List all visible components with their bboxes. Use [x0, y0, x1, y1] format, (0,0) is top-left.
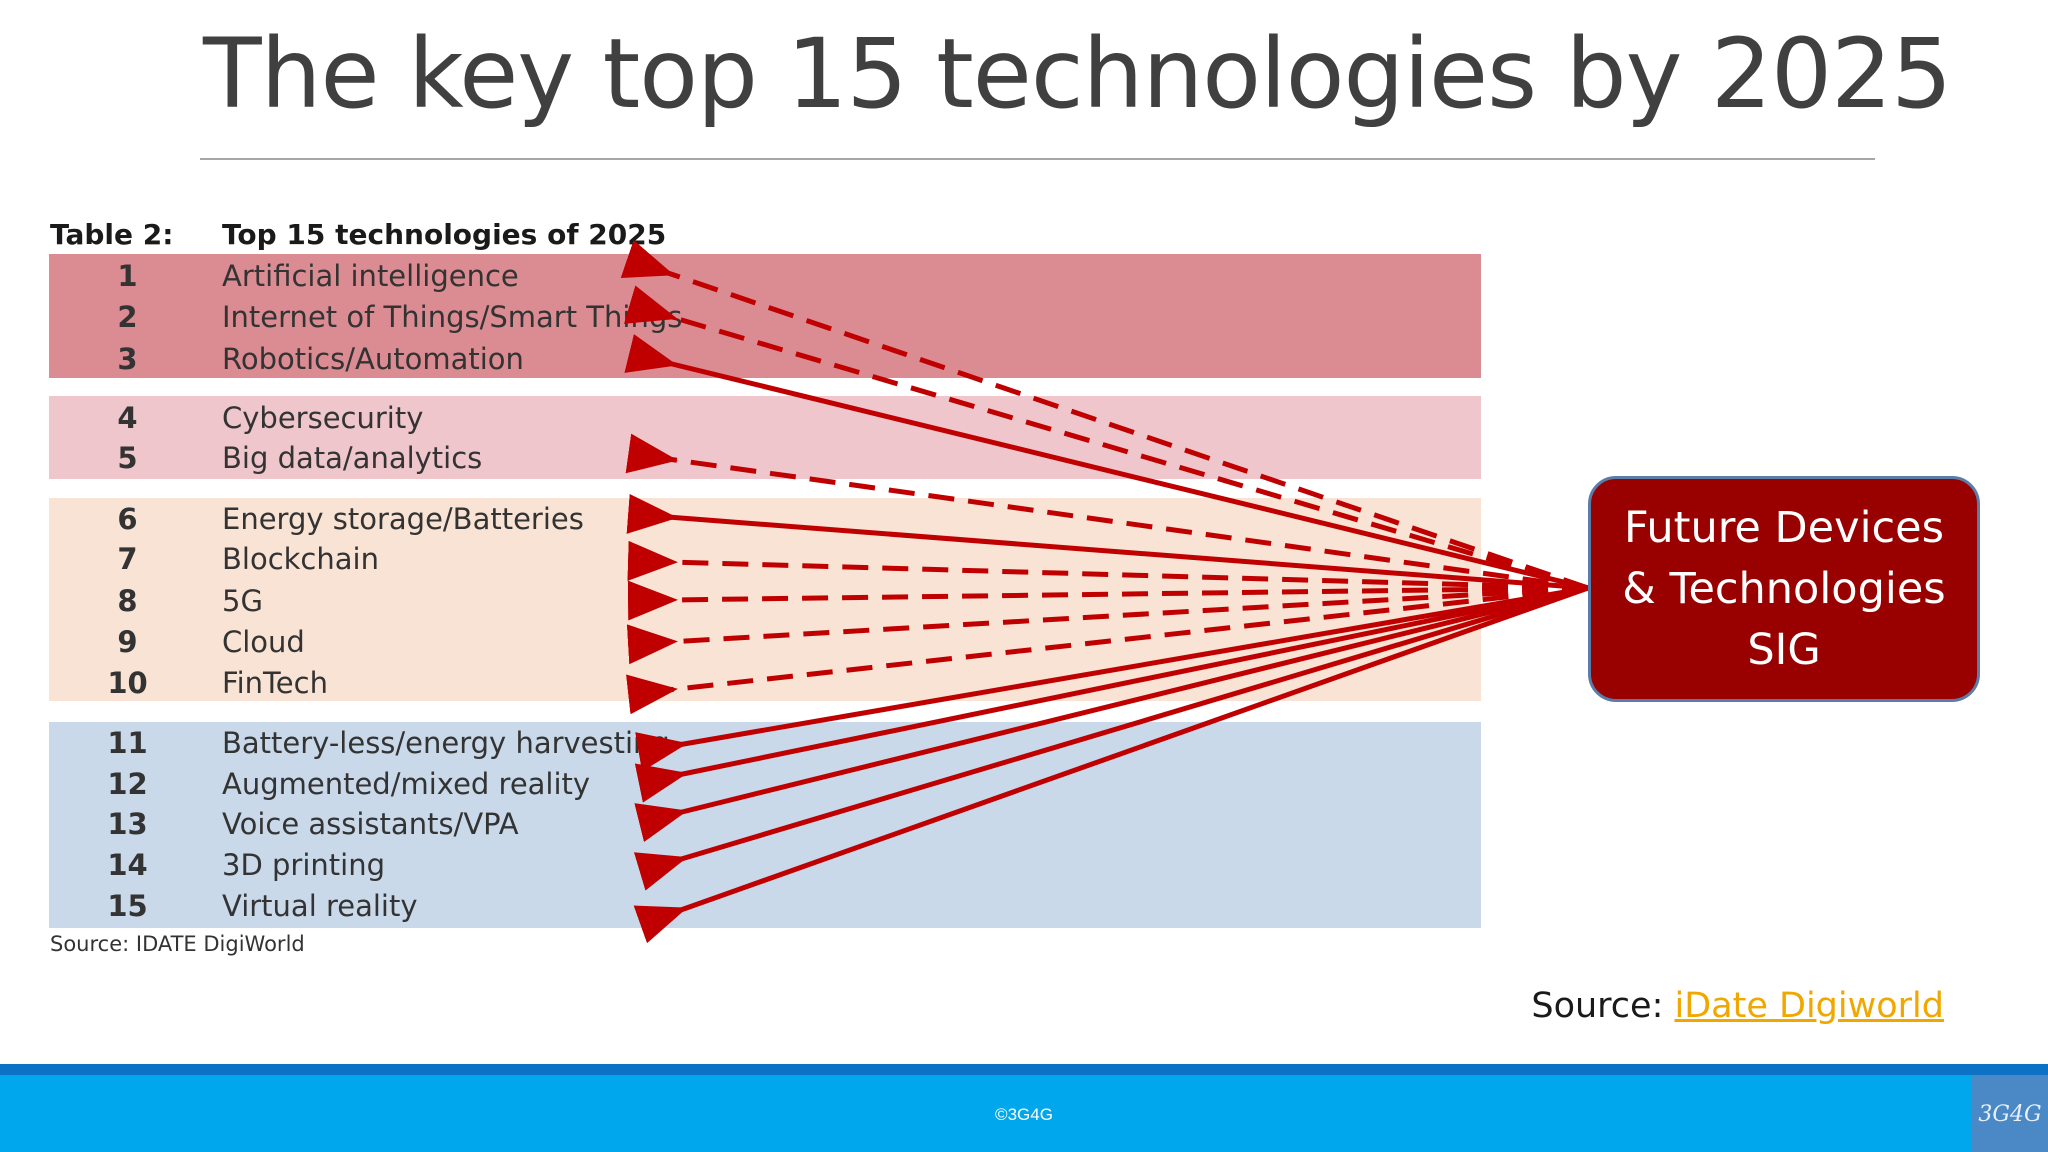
arrow-to-row-10: [626, 585, 1589, 715]
arrow-to-row-12: [634, 585, 1589, 803]
sig-line-2: & Technologies: [1622, 563, 1946, 614]
slide-source-label: Source:: [1531, 986, 1675, 1026]
table-heading: Top 15 technologies of 2025: [222, 218, 667, 251]
technology-2: Internet of Things/Smart Things: [222, 300, 683, 334]
table-band-4-5: [49, 396, 1481, 479]
rank-4: 4: [117, 401, 138, 435]
technology-4: Cybersecurity: [222, 401, 424, 435]
sig-box: Future Devices & Technologies SIG: [1588, 476, 1980, 702]
rank-9: 9: [117, 625, 138, 659]
technology-13: Voice assistants/VPA: [222, 807, 519, 841]
arrow-to-row-6: [626, 493, 1589, 591]
title-divider: [200, 158, 1875, 160]
footer-copyright: ©3G4G: [995, 1105, 1053, 1124]
sig-line-3: SIG: [1747, 624, 1821, 675]
slide-title: The key top 15 technologies by 2025: [203, 18, 1952, 130]
rank-1: 1: [117, 259, 138, 293]
table-caption: Table 2:: [50, 218, 174, 251]
table-band-top-3: [49, 254, 1481, 378]
arrow-to-row-14: [633, 585, 1589, 891]
rank-12: 12: [107, 767, 148, 801]
technology-14: 3D printing: [222, 848, 385, 882]
arrow-to-row-13: [634, 585, 1589, 843]
arrow-to-row-2: [623, 285, 1589, 591]
rank-15: 15: [107, 889, 148, 923]
arrow-to-row-9: [626, 585, 1589, 665]
arrow-to-row-8: [627, 580, 1589, 621]
rank-14: 14: [107, 848, 148, 882]
rank-3: 3: [117, 342, 138, 376]
technology-11: Battery-less/energy harvesting: [222, 726, 670, 760]
technology-9: Cloud: [222, 625, 305, 659]
sig-line-1: Future Devices: [1623, 502, 1945, 553]
rank-10: 10: [107, 666, 148, 700]
technology-12: Augmented/mixed reality: [222, 767, 591, 801]
rank-8: 8: [117, 584, 138, 618]
arrow-to-row-15: [633, 585, 1589, 944]
arrow-to-row-3: [624, 334, 1589, 591]
rank-13: 13: [107, 807, 148, 841]
technology-1: Artificial intelligence: [222, 259, 519, 293]
rank-2: 2: [117, 300, 138, 334]
rank-5: 5: [117, 441, 138, 475]
footer-strip: [0, 1064, 2048, 1075]
technology-5: Big data/analytics: [222, 441, 483, 475]
footer-bar: [0, 1075, 2048, 1152]
rank-7: 7: [117, 542, 138, 576]
arrow-to-row-5: [625, 433, 1589, 591]
technology-6: Energy storage/Batteries: [222, 502, 584, 536]
slide-source: Source: iDate Digiworld: [1531, 986, 1944, 1026]
technology-10: FinTech: [222, 666, 328, 700]
technology-15: Virtual reality: [222, 889, 418, 923]
arrow-to-row-11: [635, 585, 1589, 772]
table-source: Source: IDATE DigiWorld: [50, 932, 305, 956]
technology-8: 5G: [222, 584, 263, 618]
rank-11: 11: [107, 726, 148, 760]
footer-logo: 3G4G: [1972, 1076, 2048, 1152]
arrow-to-row-1: [620, 240, 1589, 591]
rank-6: 6: [117, 502, 138, 536]
arrow-to-row-7: [627, 540, 1589, 591]
source-link[interactable]: iDate Digiworld: [1674, 986, 1945, 1026]
technology-7: Blockchain: [222, 542, 379, 576]
technology-3: Robotics/Automation: [222, 342, 524, 376]
